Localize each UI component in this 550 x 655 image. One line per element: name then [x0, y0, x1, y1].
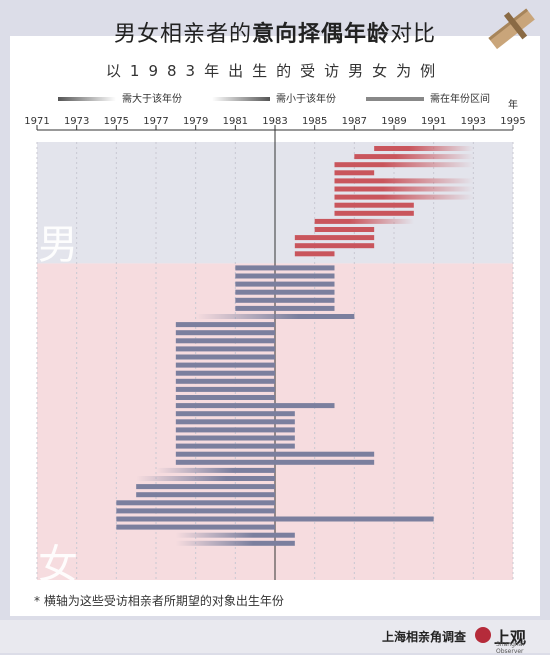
chart-subtitle: 以1983年出生的受访男女为例	[105, 62, 445, 80]
legend-younger-swatch	[212, 97, 270, 101]
female-bar	[116, 508, 275, 514]
footer-bar	[0, 620, 550, 653]
legend-range-swatch	[366, 97, 424, 101]
page-title: 男女相亲者的意向择偶年龄对比	[113, 22, 437, 47]
male-bar	[334, 186, 474, 192]
female-bar	[175, 443, 295, 449]
brand-name: 上观	[494, 628, 527, 647]
male-bar	[334, 210, 414, 216]
brand-logo-icon	[475, 627, 491, 643]
female-bar	[175, 459, 375, 465]
female-bar	[175, 354, 275, 360]
brand-english: Shanghai Observer	[496, 641, 525, 655]
footnote: * 横轴为这些受访相亲者所期望的对象出生年份	[34, 594, 284, 608]
female-bar	[175, 378, 275, 384]
male-bar	[374, 146, 474, 151]
female-bar	[175, 395, 275, 400]
female-bar	[195, 314, 355, 319]
legend-older-swatch	[58, 97, 116, 101]
male-bar	[314, 218, 414, 224]
male-bar	[354, 154, 474, 160]
male-bar	[334, 194, 474, 200]
legend-younger-label: 需小于该年份	[276, 94, 336, 105]
female-bar	[175, 403, 335, 409]
male-bar	[334, 178, 474, 184]
male-bar	[334, 170, 375, 176]
female-bar	[175, 427, 295, 433]
x-tick-label: 1975	[104, 116, 129, 127]
female-bar	[175, 435, 295, 441]
x-tick-label: 1983	[262, 116, 287, 127]
female-bar	[175, 370, 275, 376]
female-bar	[175, 338, 275, 344]
x-tick-label: 1989	[381, 116, 406, 127]
x-tick-label: 1987	[342, 116, 367, 127]
female-bar	[175, 532, 295, 538]
female-bar	[175, 540, 295, 546]
male-bar	[334, 162, 474, 168]
male-bar	[294, 235, 375, 241]
female-bar	[175, 362, 275, 368]
female-bar	[235, 265, 335, 271]
x-tick-label: 1981	[223, 116, 248, 127]
male-bar	[334, 202, 414, 208]
female-bar	[116, 524, 275, 530]
x-tick-label: 1973	[64, 116, 89, 127]
female-bar	[175, 322, 275, 328]
female-bar	[235, 297, 335, 303]
source-label: 上海相亲角调查	[382, 630, 467, 644]
x-tick-label: 1995	[500, 116, 525, 127]
male-section-label: 男	[38, 222, 78, 268]
clip-decoration-icon	[488, 8, 535, 50]
female-bar	[235, 273, 335, 279]
legend-older-label: 需大于该年份	[122, 94, 182, 105]
x-tick-label: 1979	[183, 116, 208, 127]
female-bar	[235, 289, 335, 295]
female-bar	[156, 467, 275, 473]
female-bar	[235, 305, 335, 311]
female-bar	[136, 476, 275, 481]
x-tick-label: 1991	[421, 116, 446, 127]
female-bar	[175, 451, 375, 457]
female-bar	[175, 411, 295, 417]
female-bar	[175, 419, 295, 425]
x-tick-label: 1977	[143, 116, 168, 127]
female-bar	[116, 516, 434, 522]
female-bar	[136, 484, 275, 490]
female-section-label: 女	[38, 542, 78, 588]
male-bar	[314, 227, 375, 232]
x-tick-label: 1985	[302, 116, 327, 127]
x-tick-label: 1971	[24, 116, 49, 127]
legend-range-label: 需在年份区间	[430, 94, 490, 105]
female-bar	[175, 386, 275, 392]
x-unit-label: 年	[508, 98, 518, 111]
female-bar	[136, 492, 275, 498]
male-bar	[294, 243, 375, 249]
female-bar	[116, 500, 275, 506]
male-bar	[294, 251, 335, 257]
female-bar	[175, 330, 275, 336]
female-bar	[175, 346, 275, 352]
female-bar	[235, 281, 335, 287]
x-tick-label: 1993	[461, 116, 486, 127]
